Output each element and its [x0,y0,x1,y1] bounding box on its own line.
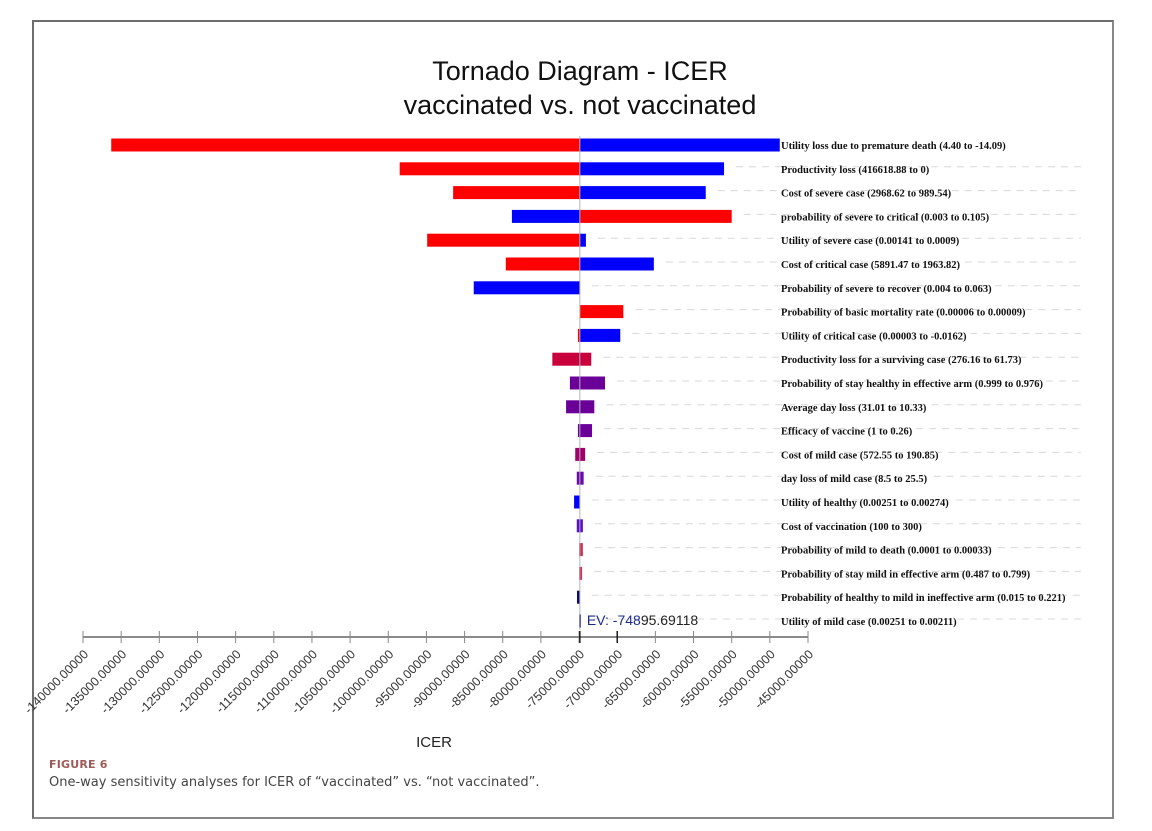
parameter-label: Probability of stay healthy in effective… [781,379,1043,390]
bar-low-segment [577,328,580,342]
bar-high-segment [579,257,654,271]
chart-title-line-2: vaccinated vs. not vaccinated [404,90,757,120]
parameter-label: Average day loss (31.01 to 10.33) [781,403,927,414]
parameter-label: Cost of vaccination (100 to 300) [781,522,922,533]
bar-low-segment [511,209,580,223]
parameter-label: Utility loss due to premature death (4.4… [781,141,1006,152]
bar-low-segment [473,281,580,295]
bar-low-segment [576,471,580,485]
figure-number: FIGURE 6 [49,758,108,771]
bars-group [111,138,780,628]
chart-title-line-1: Tornado Diagram - ICER [432,56,728,86]
parameter-label: Utility of severe case (0.00141 to 0.000… [781,236,960,247]
parameter-label: Cost of critical case (5891.47 to 1963.8… [781,260,961,271]
bar-high-segment [579,376,605,390]
bar-high-segment [579,305,624,319]
bar-high-segment [579,138,780,152]
parameter-label: day loss of mild case (8.5 to 25.5) [781,474,928,485]
parameter-label: Cost of mild case (572.55 to 190.85) [781,450,939,461]
parameter-label: Probability of mild to death (0.0001 to … [781,546,992,557]
bar-low-segment [574,495,580,509]
bar-low-segment [576,590,580,604]
leader-lines [591,166,1081,620]
bar-high-segment [579,614,581,628]
bar-low-segment [575,447,580,461]
bar-high-segment [579,162,725,176]
parameter-label: Probability of severe to recover (0.004 … [781,284,992,295]
bar-high-segment [579,209,732,223]
parameter-label: Probability of stay mild in effective ar… [781,569,1031,580]
bar-low-segment [399,162,580,176]
parameter-label: Utility of critical case (0.00003 to -0.… [781,331,967,342]
bar-high-segment [579,352,592,366]
bar-high-segment [579,400,595,414]
bar-low-segment [427,233,580,247]
bar-low-segment [552,352,580,366]
bar-high-segment [579,471,584,485]
bar-low-segment [453,186,580,200]
ev-label-suffix: 95.69118 [641,612,699,628]
bar-low-segment [566,400,580,414]
bar-low-segment [569,376,580,390]
parameter-label: Productivity loss for a surviving case (… [781,355,1022,366]
figure-caption: One-way sensitivity analyses for ICER of… [49,775,540,790]
parameter-label: Productivity loss (416618.88 to 0) [781,165,930,176]
bar-low-segment [577,424,580,438]
ev-label: EV: -74895.69118 [587,612,699,628]
parameter-label: Efficacy of vaccine (1 to 0.26) [781,427,913,438]
x-axis: -140000.00000-135000.00000-130000.00000-… [22,631,816,717]
parameter-label: Probability of basic mortality rate (0.0… [781,308,1026,319]
parameter-label: Probability of healthy to mild in ineffe… [781,593,1066,604]
x-tick-label: -140000.00000 [22,647,91,716]
figure-frame [32,20,1114,819]
bar-high-segment [579,186,706,200]
bar-high-segment [579,566,583,580]
bar-high-segment [579,233,586,247]
x-axis-title: ICER [416,734,452,751]
bar-low-segment [111,138,580,152]
parameter-label: Utility of mild case (0.00251 to 0.00211… [781,617,957,628]
bar-high-segment [579,424,593,438]
bar-high-segment [579,519,583,533]
parameter-label: Utility of healthy (0.00251 to 0.00274) [781,498,949,509]
ev-label-prefix: EV: -748 [587,612,641,628]
bar-high-segment [579,328,621,342]
parameter-label: Cost of severe case (2968.62 to 989.54) [781,189,952,200]
bar-low-segment [505,257,580,271]
parameter-label: probability of severe to critical (0.003… [781,212,990,223]
bar-high-segment [579,543,583,557]
bar-low-segment [576,519,580,533]
bar-high-segment [579,447,586,461]
parameter-labels: Utility loss due to premature death (4.4… [781,141,1066,628]
